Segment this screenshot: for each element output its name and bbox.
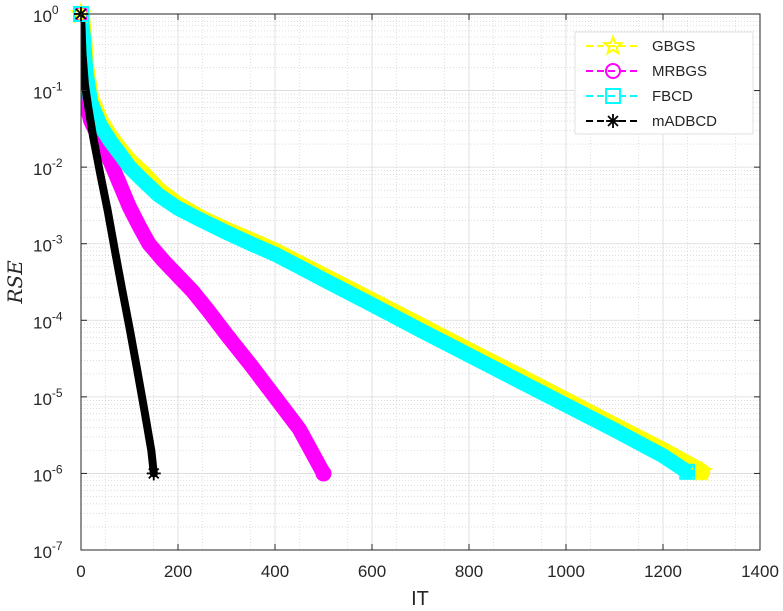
x-tick-label: 800 bbox=[455, 562, 483, 581]
legend: GBGS MRBGS FBCD mADBCD bbox=[574, 31, 754, 135]
marker-asterisk bbox=[146, 466, 161, 481]
x-axis-ticks: 0 200 400 600 800 1000 1200 1400 bbox=[76, 14, 779, 581]
legend-box bbox=[574, 31, 754, 135]
y-tick-label: 10-4 bbox=[33, 309, 63, 332]
x-tick-label: 200 bbox=[164, 562, 192, 581]
y-tick-label: 10-3 bbox=[33, 233, 63, 256]
y-tick-label: 10-1 bbox=[33, 80, 63, 103]
marker-star bbox=[601, 34, 625, 56]
legend-label: mADBCD bbox=[652, 113, 717, 130]
legend-label: FBCD bbox=[652, 88, 693, 105]
legend-label: GBGS bbox=[652, 38, 695, 55]
series-line-fbcd bbox=[81, 14, 695, 480]
series-layer bbox=[81, 14, 711, 481]
y-tick-label: 100 bbox=[33, 3, 59, 26]
marker-star bbox=[690, 459, 714, 482]
x-tick-label: 1400 bbox=[741, 562, 779, 581]
x-axis-title: IT bbox=[411, 588, 429, 610]
series-line-madbcd bbox=[81, 14, 158, 478]
y-axis-title: RSE bbox=[3, 260, 27, 305]
x-tick-label: 1000 bbox=[547, 562, 585, 581]
marker-square bbox=[679, 463, 696, 480]
y-tick-label: 10-7 bbox=[33, 539, 63, 562]
marker-circle bbox=[315, 465, 332, 482]
marker-circle bbox=[605, 63, 621, 79]
marker-asterisk bbox=[606, 114, 620, 128]
y-tick-label: 10-6 bbox=[33, 462, 63, 485]
y-axis-ticks: 10-7 10-6 10-5 10-4 10-3 10-2 10-1 100 bbox=[33, 3, 760, 562]
x-tick-label: 1200 bbox=[644, 562, 682, 581]
y-tick-label: 10-5 bbox=[33, 386, 63, 409]
marker-square bbox=[605, 88, 621, 104]
x-tick-label: 400 bbox=[261, 562, 289, 581]
x-tick-label: 600 bbox=[358, 562, 386, 581]
plot-frame bbox=[80, 13, 761, 551]
x-tick-label: 0 bbox=[76, 562, 85, 581]
y-tick-label: 10-2 bbox=[33, 156, 63, 179]
legend-label: MRBGS bbox=[652, 63, 707, 80]
